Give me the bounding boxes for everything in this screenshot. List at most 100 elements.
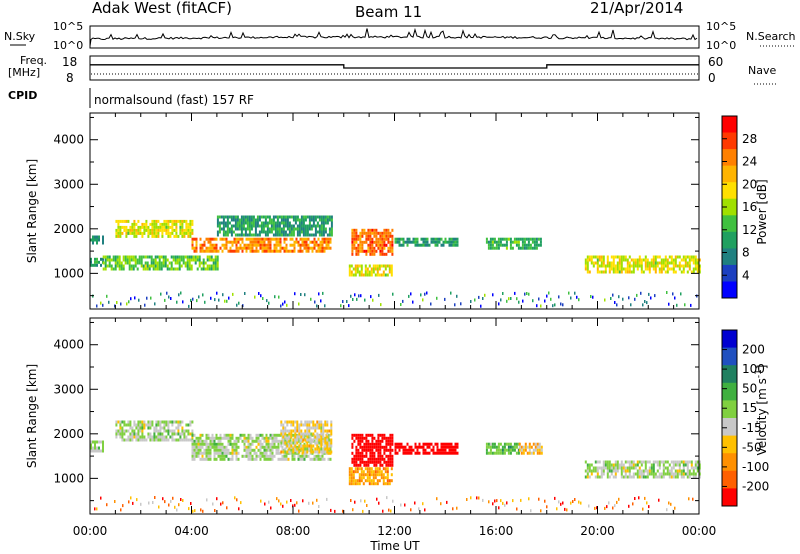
heatmap-cell-r4 bbox=[152, 261, 155, 265]
heatmap-cell-r4 bbox=[130, 267, 133, 271]
heatmap-cell-r1 bbox=[183, 432, 186, 436]
heatmap-cell-r9 bbox=[692, 475, 695, 479]
heatmap-cell-r6 bbox=[357, 246, 360, 250]
heatmap-cell-r4 bbox=[371, 454, 374, 458]
heatmap-cell-r3 bbox=[306, 450, 309, 454]
heatmap-cell-r5 bbox=[354, 479, 357, 483]
heatmap-cell-r5 bbox=[316, 230, 319, 234]
heatmap-cell-r2 bbox=[221, 436, 224, 440]
heatmap-cell-r9 bbox=[666, 469, 669, 473]
nave-label: Nave bbox=[748, 64, 776, 77]
heatmap-cell-r3 bbox=[290, 435, 293, 439]
heatmap-cell-r4 bbox=[144, 267, 147, 271]
heatmap-cell-r10 bbox=[682, 258, 685, 262]
heatmap-cell-r4 bbox=[118, 261, 121, 265]
velocity-heatmap bbox=[90, 420, 701, 513]
heatmap-cell-r7 bbox=[388, 264, 391, 268]
heatmap-cell-r3 bbox=[286, 444, 289, 448]
heatmap-cell-r3 bbox=[316, 450, 319, 454]
heatmap-cell-r2 bbox=[271, 442, 274, 446]
heatmap-cell-r9 bbox=[616, 466, 619, 470]
heatmap-cell-r5 bbox=[366, 473, 369, 477]
heatmap-cell-r1 bbox=[137, 432, 140, 436]
heatmap-cell-r2 bbox=[169, 219, 172, 223]
heatmap-cell-r2 bbox=[271, 439, 274, 443]
heatmap-cell-r10 bbox=[688, 264, 691, 268]
heatmap-cell-r3 bbox=[273, 243, 276, 247]
heatmap-cell-r2 bbox=[161, 234, 164, 238]
heatmap-cell-r6 bbox=[440, 442, 443, 446]
heatmap-cell-r4 bbox=[186, 255, 189, 259]
heatmap-speckle bbox=[176, 300, 178, 304]
heatmap-cell-r9 bbox=[692, 466, 695, 470]
heatmap-cell-r3 bbox=[318, 435, 321, 439]
heatmap-cell-r2 bbox=[181, 219, 184, 223]
heatmap-cell-r10 bbox=[692, 267, 695, 271]
heatmap-speckle bbox=[646, 301, 648, 305]
heatmap-cell-r3 bbox=[229, 246, 232, 250]
heatmap-cell-r5 bbox=[276, 218, 279, 222]
heatmap-cell-r2 bbox=[251, 439, 254, 443]
heatmap-speckle bbox=[500, 298, 502, 302]
heatmap-cell-r6 bbox=[442, 445, 445, 449]
heatmap-cell-r8 bbox=[408, 240, 411, 244]
heatmap-cell-r6 bbox=[406, 442, 409, 446]
heatmap-cell-r1 bbox=[143, 420, 146, 424]
heatmap-cell-r4 bbox=[150, 264, 153, 268]
heatmap-cell-r2 bbox=[261, 436, 264, 440]
heatmap-cell-r10 bbox=[656, 264, 659, 268]
heatmap-cell-r2 bbox=[259, 442, 262, 446]
heatmap-cell-r4 bbox=[178, 261, 181, 265]
heatmap-cell-r6 bbox=[373, 249, 376, 253]
heatmap-cell-r5 bbox=[314, 215, 317, 219]
heatmap-cell-r9 bbox=[664, 460, 667, 464]
heatmap-cell-r9 bbox=[658, 472, 661, 476]
heatmap-cell-r6 bbox=[357, 252, 360, 256]
heatmap-cell-r4 bbox=[391, 436, 394, 440]
colorbar-swatch bbox=[722, 330, 737, 349]
heatmap-cell-r7 bbox=[511, 448, 514, 452]
heatmap-cell-r5 bbox=[288, 221, 291, 225]
heatmap-cell-r9 bbox=[656, 463, 659, 467]
heatmap-cell-r3 bbox=[269, 240, 272, 244]
y-tick-label: 4000 bbox=[53, 133, 84, 147]
heatmap-cell-r3 bbox=[310, 441, 313, 445]
heatmap-cell-r2 bbox=[221, 442, 224, 446]
heatmap-cell-r2 bbox=[175, 234, 178, 238]
heatmap-cell-r2 bbox=[193, 448, 196, 452]
heatmap-cell-r9 bbox=[608, 460, 611, 464]
heatmap-cell-r5 bbox=[310, 215, 313, 219]
heatmap-cell-r6 bbox=[426, 451, 429, 455]
heatmap-cell-r10 bbox=[698, 270, 701, 274]
heatmap-cell-r8 bbox=[400, 237, 403, 241]
heatmap-speckle bbox=[436, 296, 438, 300]
x-tick-label: 12:00 bbox=[377, 524, 412, 538]
heatmap-cell-r1 bbox=[155, 420, 158, 424]
heatmap-cell-r4 bbox=[389, 448, 392, 452]
nsky-label: N.Sky bbox=[4, 30, 36, 43]
heatmap-cell-r4 bbox=[363, 463, 366, 467]
heatmap-cell-r0 bbox=[96, 235, 98, 239]
heatmap-cell-r10 bbox=[606, 258, 609, 262]
heatmap-cell-r2 bbox=[129, 225, 132, 229]
heatmap-cell-r7 bbox=[350, 273, 353, 277]
heatmap-cell-r10 bbox=[678, 255, 681, 259]
heatmap-cell-r1 bbox=[179, 435, 182, 439]
heatmap-cell-r7 bbox=[509, 448, 512, 452]
heatmap-cell-r4 bbox=[373, 451, 376, 455]
heatmap-speckle bbox=[612, 506, 614, 510]
heatmap-cell-r3 bbox=[225, 246, 228, 250]
heatmap-cell-r5 bbox=[324, 218, 327, 222]
heatmap-cell-r5 bbox=[308, 215, 311, 219]
heatmap-cell-r6 bbox=[381, 249, 384, 253]
heatmap-cell-r5 bbox=[324, 215, 327, 219]
heatmap-cell-r5 bbox=[220, 221, 223, 225]
heatmap-cell-r5 bbox=[264, 224, 267, 228]
heatmap-cell-r6 bbox=[371, 240, 374, 244]
heatmap-speckle bbox=[424, 292, 426, 296]
heatmap-cell-r0 bbox=[96, 241, 98, 245]
heatmap-cell-r9 bbox=[509, 246, 512, 250]
heatmap-cell-r6 bbox=[359, 249, 362, 253]
heatmap-cell-r2 bbox=[207, 457, 210, 461]
heatmap-cell-r7 bbox=[368, 264, 371, 268]
